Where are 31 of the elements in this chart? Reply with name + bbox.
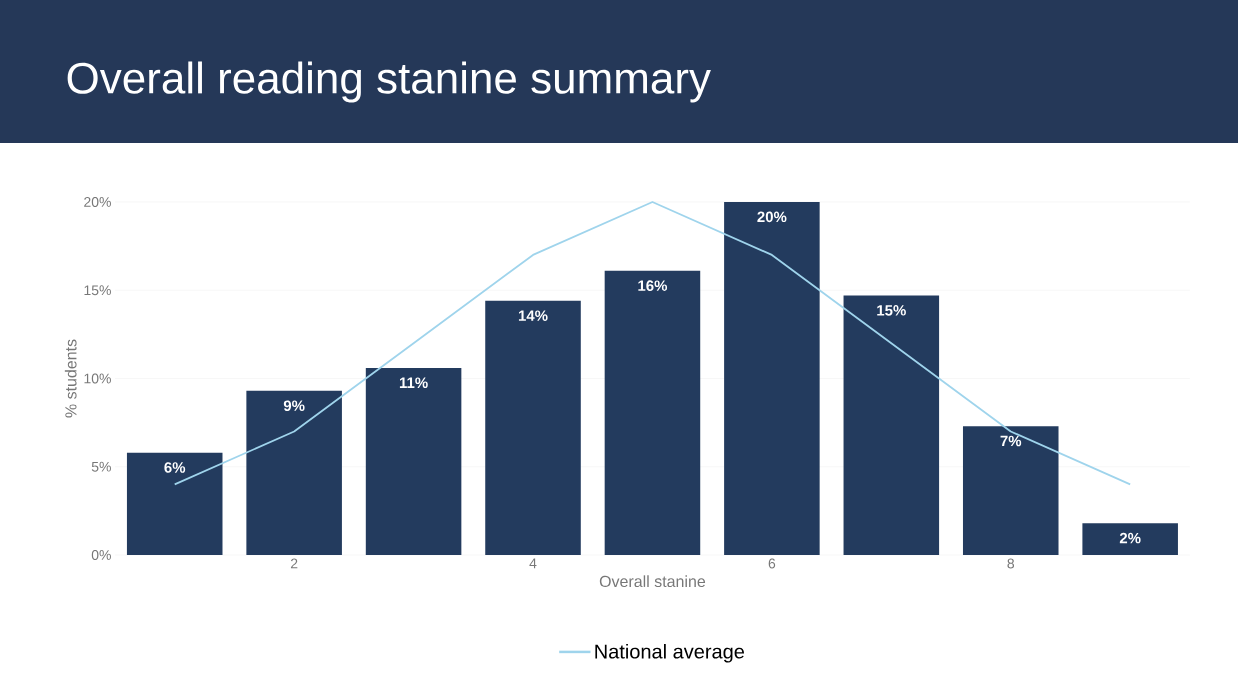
- bar: [246, 390, 342, 555]
- bar: [126, 452, 223, 555]
- x-axis-title: Overall stanine: [599, 575, 706, 588]
- data-label: 9%: [283, 400, 305, 411]
- data-label: 11%: [399, 377, 428, 388]
- y-tick-label: 5%: [91, 461, 111, 472]
- x-tick-label: 2: [290, 558, 298, 569]
- chart-title: Overall reading stanine summary: [67, 61, 711, 103]
- bar: [724, 201, 820, 555]
- y-axis-title: % students: [64, 339, 77, 418]
- y-tick-label: 10%: [84, 373, 111, 384]
- data-label: 15%: [877, 305, 906, 316]
- data-label: 6%: [164, 462, 186, 473]
- bar: [1082, 523, 1178, 555]
- data-label: 2%: [1119, 532, 1141, 544]
- x-tick-label: 8: [1007, 558, 1015, 569]
- data-label: 14%: [518, 310, 548, 321]
- bar: [485, 300, 581, 555]
- legend-label: National average: [595, 643, 745, 663]
- bar: [843, 295, 940, 555]
- data-label: 7%: [1000, 435, 1022, 447]
- x-tick-label: 6: [768, 558, 776, 569]
- data-label: 20%: [757, 211, 787, 223]
- x-tick-label: 4: [529, 558, 537, 569]
- bar: [962, 426, 1059, 555]
- bar: [604, 270, 701, 555]
- y-tick-label: 20%: [84, 197, 111, 207]
- y-tick-label: 15%: [84, 285, 111, 296]
- y-tick-label: 0%: [91, 550, 111, 560]
- data-label: 16%: [638, 280, 668, 291]
- bar: [365, 367, 462, 555]
